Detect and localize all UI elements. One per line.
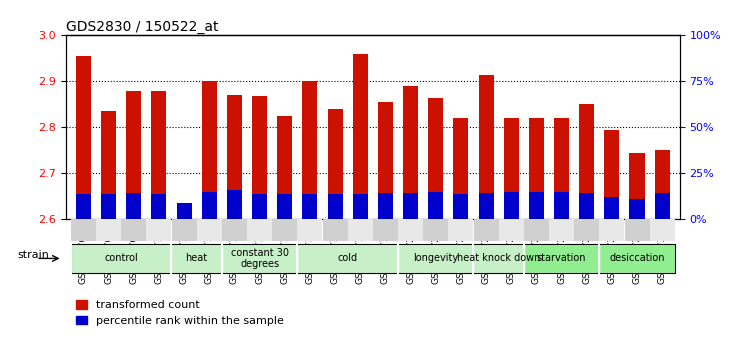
Bar	[579, 104, 594, 219]
Bar	[71, 244, 675, 273]
Bar	[227, 95, 242, 219]
Bar	[277, 194, 292, 219]
Bar	[655, 193, 670, 219]
Bar	[524, 219, 549, 241]
Bar	[197, 219, 221, 241]
Bar	[146, 219, 171, 241]
Bar	[448, 219, 474, 241]
Bar	[398, 244, 474, 273]
Bar	[176, 204, 192, 219]
Bar	[504, 192, 519, 219]
Bar	[151, 194, 167, 219]
Text: heat: heat	[186, 253, 208, 263]
Bar	[221, 244, 298, 273]
Bar	[624, 219, 650, 241]
Bar	[172, 244, 221, 273]
Bar	[176, 206, 192, 219]
Bar	[222, 219, 247, 241]
Bar	[96, 219, 121, 241]
Bar	[348, 219, 373, 241]
Bar	[298, 219, 322, 241]
Bar	[554, 192, 569, 219]
Bar	[599, 244, 675, 273]
Bar	[322, 219, 347, 241]
Bar	[252, 96, 267, 219]
Bar	[479, 193, 493, 219]
Bar	[352, 194, 368, 219]
Bar	[298, 244, 398, 273]
Text: GDS2830 / 150522_at: GDS2830 / 150522_at	[66, 21, 219, 34]
Bar	[575, 219, 599, 241]
Bar	[529, 118, 544, 219]
Text: cold: cold	[338, 253, 357, 263]
Bar	[579, 193, 594, 219]
Bar	[76, 194, 91, 219]
Bar	[71, 219, 96, 241]
Bar	[554, 118, 569, 219]
Bar	[202, 81, 217, 219]
Bar	[303, 194, 317, 219]
Bar	[227, 190, 242, 219]
Bar	[403, 86, 418, 219]
Bar	[629, 153, 645, 219]
Bar	[101, 112, 116, 219]
Bar	[172, 219, 197, 241]
Legend: transformed count, percentile rank within the sample: transformed count, percentile rank withi…	[72, 296, 288, 331]
Bar	[428, 192, 443, 219]
Bar	[650, 219, 675, 241]
Bar	[524, 244, 599, 273]
Bar	[303, 81, 317, 219]
Bar	[151, 91, 167, 219]
Bar	[529, 192, 544, 219]
Bar	[121, 219, 146, 241]
Bar	[277, 116, 292, 219]
Bar	[403, 193, 418, 219]
Bar	[247, 219, 272, 241]
Bar	[453, 118, 469, 219]
Text: starvation: starvation	[537, 253, 586, 263]
Bar	[378, 102, 393, 219]
Text: desiccation: desiccation	[610, 253, 664, 263]
Bar	[423, 219, 448, 241]
Bar	[605, 198, 619, 219]
Bar	[327, 109, 343, 219]
Text: heat knock down: heat knock down	[457, 253, 540, 263]
Bar	[599, 219, 624, 241]
Bar	[76, 56, 91, 219]
Bar	[504, 118, 519, 219]
Bar	[126, 91, 141, 219]
Bar	[474, 219, 499, 241]
Bar	[655, 150, 670, 219]
Bar	[327, 194, 343, 219]
Bar	[499, 219, 523, 241]
Text: strain: strain	[17, 250, 49, 260]
Bar	[126, 193, 141, 219]
Bar	[549, 219, 574, 241]
Bar	[398, 219, 423, 241]
Bar	[629, 199, 645, 219]
Bar	[474, 244, 524, 273]
Bar	[272, 219, 298, 241]
Bar	[101, 194, 116, 219]
Bar	[378, 193, 393, 219]
Text: constant 30
degrees: constant 30 degrees	[230, 247, 289, 269]
Bar	[453, 194, 469, 219]
Bar	[202, 192, 217, 219]
Text: control: control	[105, 253, 138, 263]
Text: longevity: longevity	[413, 253, 458, 263]
Bar	[479, 75, 493, 219]
Bar	[373, 219, 398, 241]
Bar	[252, 194, 267, 219]
Bar	[605, 130, 619, 219]
Bar	[428, 98, 443, 219]
Bar	[352, 54, 368, 219]
Bar	[71, 244, 172, 273]
